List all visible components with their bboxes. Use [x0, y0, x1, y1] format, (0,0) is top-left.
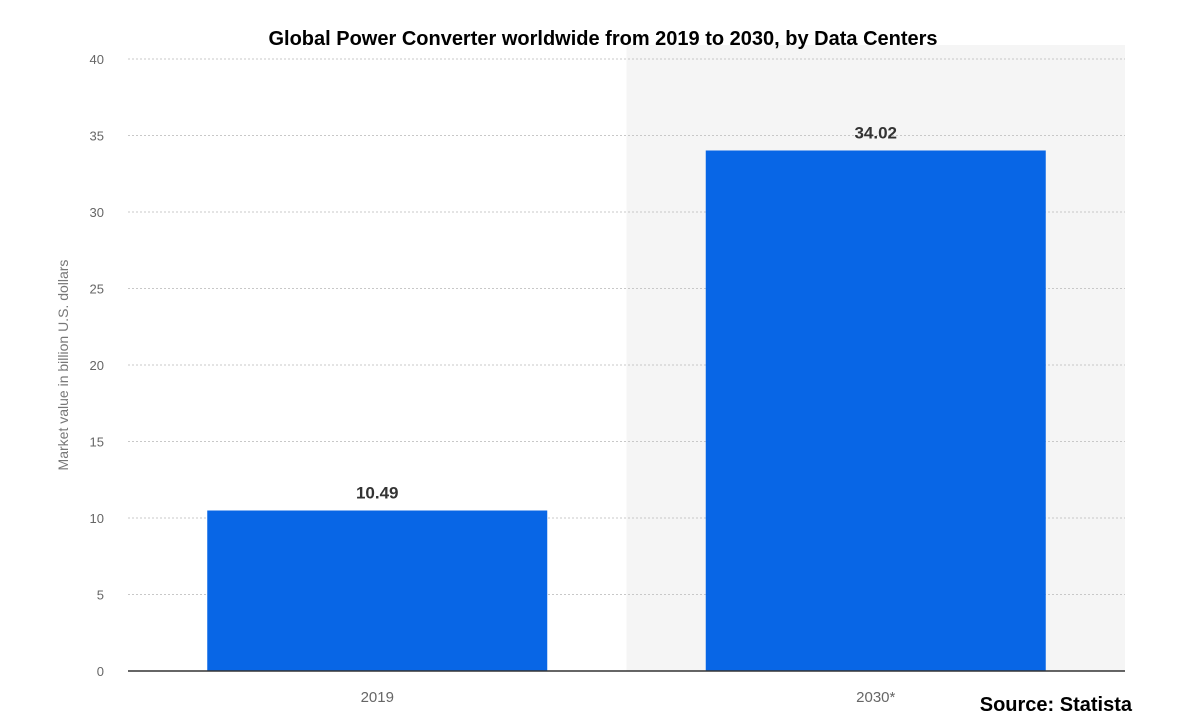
x-tick-label: 2030* — [856, 689, 895, 706]
y-tick-label: 15 — [90, 435, 104, 450]
y-tick-label: 30 — [90, 205, 104, 220]
y-tick-label: 25 — [90, 282, 104, 297]
y-tick-label: 40 — [90, 52, 104, 67]
data-labels: 10.49 34.02 — [356, 123, 897, 502]
y-tick-label: 5 — [97, 588, 104, 603]
bars — [207, 150, 1046, 671]
y-tick-label: 35 — [90, 129, 104, 144]
y-axis-ticks: 0 5 10 15 20 25 30 35 40 — [90, 52, 104, 679]
x-axis-ticks: 2019 2030* — [361, 689, 896, 706]
source-label: Source: Statista — [980, 694, 1133, 716]
x-tick-label: 2019 — [361, 689, 394, 706]
data-label: 10.49 — [356, 484, 399, 503]
y-tick-label: 0 — [97, 664, 104, 679]
y-tick-label: 20 — [90, 358, 104, 373]
y-tick-label: 10 — [90, 511, 104, 526]
chart-title: Global Power Converter worldwide from 20… — [268, 28, 937, 50]
y-axis-label: Market value in billion U.S. dollars — [55, 260, 71, 471]
bar-2019 — [207, 510, 548, 671]
bar-2030 — [705, 150, 1046, 671]
data-label: 34.02 — [854, 123, 897, 142]
